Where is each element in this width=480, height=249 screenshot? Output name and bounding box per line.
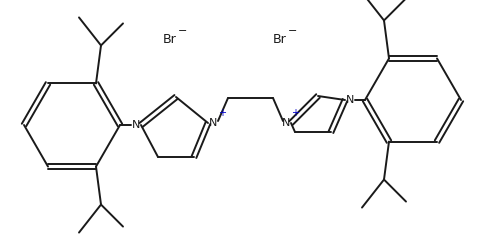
Text: +: + bbox=[218, 108, 226, 118]
Text: −: − bbox=[288, 26, 298, 36]
Text: N: N bbox=[132, 120, 140, 130]
Text: Br: Br bbox=[163, 33, 177, 46]
Text: N: N bbox=[282, 118, 290, 128]
Text: N: N bbox=[346, 95, 354, 105]
Text: +: + bbox=[291, 108, 299, 118]
Text: Br: Br bbox=[273, 33, 287, 46]
Text: −: − bbox=[178, 26, 188, 36]
Text: N: N bbox=[209, 118, 217, 128]
